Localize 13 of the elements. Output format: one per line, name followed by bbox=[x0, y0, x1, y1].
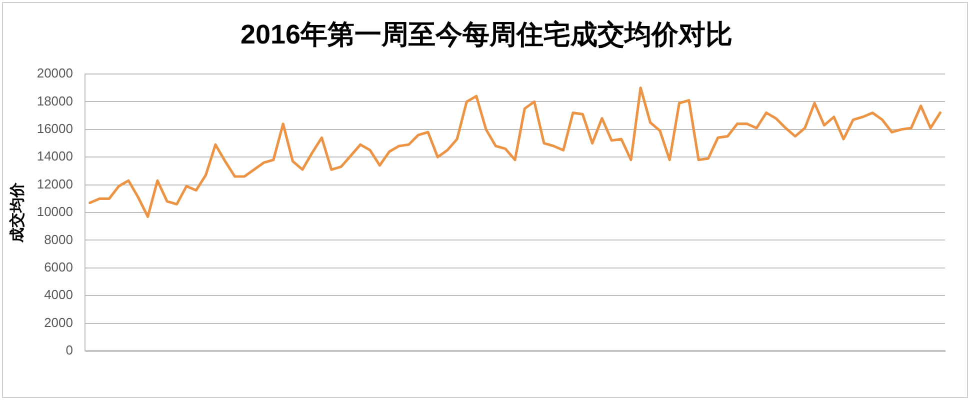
y-tick-label: 0 bbox=[66, 342, 73, 358]
y-tick-label: 12000 bbox=[36, 176, 73, 192]
y-tick-label: 20000 bbox=[36, 66, 73, 81]
y-axis-title: 成交均价 bbox=[8, 182, 26, 244]
y-tick-label: 18000 bbox=[36, 93, 73, 108]
chart-title: 2016年第一周至今每周住宅成交均价对比 bbox=[240, 19, 733, 50]
y-tick-label: 4000 bbox=[44, 287, 73, 302]
y-tick-label: 6000 bbox=[44, 259, 73, 274]
y-tick-label: 14000 bbox=[36, 148, 73, 164]
y-tick-label: 8000 bbox=[44, 232, 73, 247]
y-tick-label: 2000 bbox=[44, 314, 73, 330]
y-tick-label: 16000 bbox=[36, 120, 73, 136]
y-tick-label: 10000 bbox=[36, 204, 73, 220]
